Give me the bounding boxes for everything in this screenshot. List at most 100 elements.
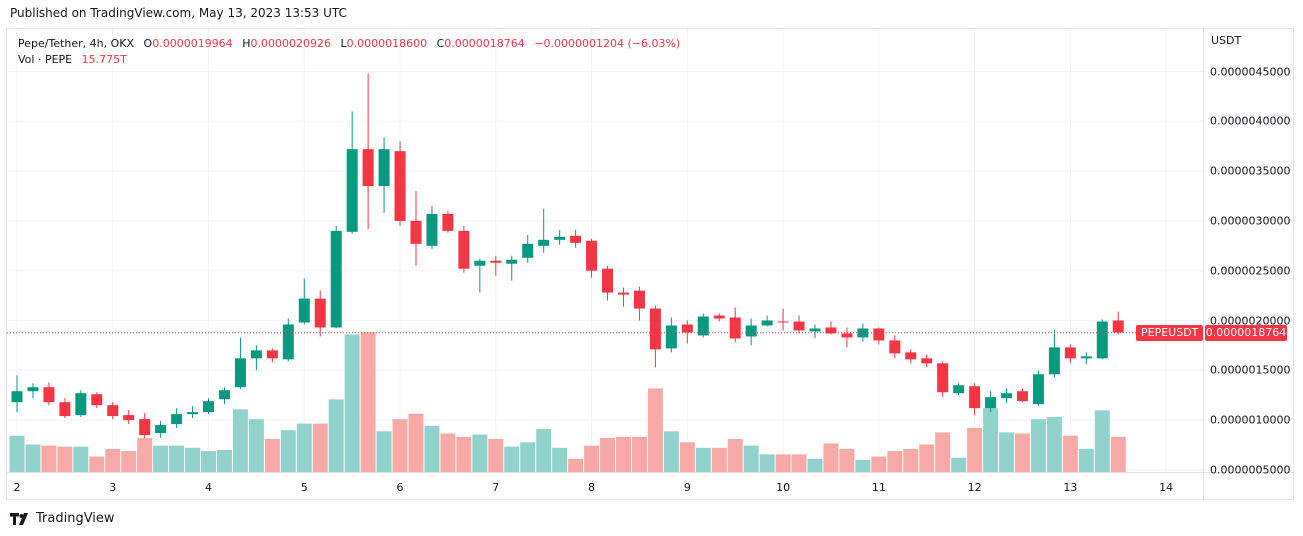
candle-body [218, 390, 230, 400]
volume-bar [983, 408, 999, 472]
candle-body [234, 358, 246, 388]
price-tick-label: 0.0000010000 [1210, 413, 1291, 427]
candle-body [107, 405, 119, 417]
volume-bar [919, 444, 935, 472]
candle-body [1001, 393, 1013, 399]
candle-body [91, 394, 103, 406]
volume-bar [392, 419, 408, 472]
candle-body [250, 350, 262, 359]
candle-body [139, 419, 151, 436]
candle-body [697, 316, 709, 336]
candle-body [969, 386, 981, 409]
price-tick-label: 0.0000025000 [1210, 264, 1291, 278]
last-price-tag: 0.0000018764 [1205, 324, 1287, 341]
volume-bar [536, 429, 552, 472]
candle-body [187, 412, 199, 415]
candle-body [378, 149, 390, 187]
time-tick-label: 9 [683, 481, 691, 494]
volume-bar [871, 456, 887, 472]
volume-bar [631, 436, 647, 472]
candle-body [873, 328, 885, 341]
volume-bar [121, 451, 137, 472]
volume-value: 15.775T [81, 53, 127, 66]
volume-bar [264, 439, 280, 472]
time-tick-label: 14 [1159, 481, 1174, 494]
volume-bar [169, 445, 185, 472]
volume-bar [456, 436, 472, 472]
price-tick-label: 0.0000030000 [1210, 214, 1291, 228]
volume-row: Vol · PEPE 15.775T [18, 52, 680, 68]
time-tick-label: 7 [492, 481, 500, 494]
candle-body [522, 243, 534, 258]
volume-bars [9, 332, 1126, 472]
close-value: 0.0000018764 [444, 37, 525, 50]
candle-body [681, 324, 693, 333]
volume-bar [185, 447, 201, 472]
candle-body [937, 363, 949, 393]
volume-bar [1015, 433, 1030, 472]
candlesticks [11, 73, 1124, 439]
volume-bar [807, 458, 823, 472]
price-tick-label: 0.0000040000 [1210, 114, 1291, 128]
price-tick-label: 0.0000045000 [1210, 65, 1291, 78]
volume-bar [775, 454, 791, 472]
candle-body [586, 240, 598, 271]
volume-bar [9, 435, 25, 472]
candle-body [985, 397, 997, 409]
candle-body [458, 230, 470, 269]
volume-bar [312, 423, 328, 472]
volume-bar [1110, 436, 1126, 472]
candle-body [809, 328, 821, 332]
tradingview-logo[interactable]: TradingView [10, 511, 115, 526]
volume-bar [89, 456, 105, 472]
volume-bar [839, 448, 855, 472]
tradingview-logo-icon [10, 512, 28, 525]
volume-bar [791, 454, 807, 472]
candle-body [538, 239, 550, 246]
chart-frame [6, 28, 1294, 500]
candle-body [1032, 374, 1044, 405]
volume-bar [679, 442, 695, 472]
candle-body [155, 425, 167, 434]
volume-bar [967, 428, 983, 472]
low-value: 0.0000018600 [346, 37, 428, 50]
candle-body [554, 236, 566, 240]
volume-bar [105, 448, 121, 472]
volume-bar [903, 448, 919, 472]
candle-body [729, 317, 741, 339]
volume-bar [1078, 448, 1094, 472]
volume-bar [951, 457, 967, 472]
candle-body [490, 260, 502, 263]
time-tick-label: 5 [300, 481, 308, 494]
candle-body [346, 149, 358, 232]
candle-body [761, 320, 773, 326]
candle-body [1096, 321, 1108, 359]
candle-body [921, 358, 933, 364]
brand-name: TradingView [36, 511, 115, 526]
volume-bar [568, 458, 584, 472]
time-tick-label: 4 [205, 481, 213, 494]
volume-bar [153, 445, 169, 472]
volume-bar [504, 446, 520, 472]
candle-body [745, 325, 757, 337]
candle-body [1048, 347, 1060, 375]
volume-bar [855, 459, 871, 472]
volume-bar [248, 419, 264, 472]
open-value: 0.0000019964 [152, 37, 233, 50]
price-tick-label: 0.0000020000 [1210, 314, 1291, 327]
candle-body [266, 350, 278, 359]
candle-body [649, 308, 661, 350]
candle-body [825, 327, 837, 334]
time-tick-label: 6 [396, 481, 404, 494]
candle-body [426, 213, 438, 246]
candle-body [953, 385, 965, 394]
time-tick-label: 2 [13, 481, 21, 494]
volume-bar [695, 447, 711, 472]
volume-bar [663, 431, 679, 472]
candle-body [474, 260, 486, 266]
price-tick-label: 0.0000035000 [1210, 164, 1291, 178]
volume-bar [57, 446, 73, 472]
volume-bar [552, 447, 568, 472]
symbol-price-tag: PEPEUSDT [1136, 324, 1204, 341]
